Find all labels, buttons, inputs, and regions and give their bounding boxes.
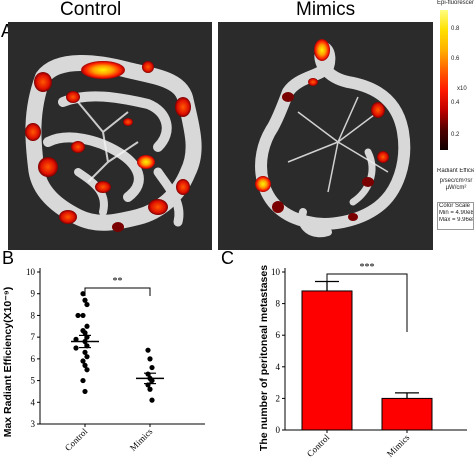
colorbar-tick-3: 0.4 bbox=[451, 100, 460, 106]
chart-b-point-1-5 bbox=[149, 377, 155, 384]
panel-b-letter: B bbox=[2, 248, 15, 268]
colorbar-unit-label: Radiant Efficiency bbox=[437, 168, 474, 174]
control-title: Control bbox=[60, 0, 122, 20]
chart-c-bar-1 bbox=[381, 397, 433, 431]
colorbar-tick-0: 0.8 bbox=[451, 26, 460, 32]
chart-b-point-0-17 bbox=[84, 367, 90, 373]
chart-b-ytick-label-2: 5 bbox=[31, 376, 36, 386]
scatter-chart-b: Max Radiant Efficiency(X10⁻⁹) 345678910 … bbox=[2, 267, 205, 453]
chart-b-point-1-1 bbox=[147, 356, 153, 362]
chart-c-ytick-label-0: 0 bbox=[276, 425, 281, 435]
mimics-title: Mimics bbox=[296, 0, 356, 20]
chart-b-point-1-7 bbox=[147, 386, 153, 392]
colorbar-title: Epi-fluorescence bbox=[437, 0, 474, 6]
panel-c-letter: C bbox=[221, 248, 234, 268]
chart-c-ytick-label-2: 4 bbox=[276, 362, 281, 372]
chart-b-point-0-4 bbox=[75, 312, 81, 319]
colorbar-tick-1: 0.6 bbox=[451, 56, 460, 62]
chart-b-sig-label: ** bbox=[113, 276, 123, 287]
mimics-hotspots bbox=[255, 39, 389, 221]
mimics-fluorescence-image bbox=[218, 22, 433, 250]
chart-c-ytick-label-4: 8 bbox=[276, 299, 281, 309]
chart-c-ylabel: The number of peritoneal metastases bbox=[258, 265, 270, 451]
chart-b-point-0-16 bbox=[82, 362, 88, 368]
chart-b-point-0-0 bbox=[80, 291, 86, 297]
chart-c-sig-label: *** bbox=[360, 262, 375, 273]
chart-b-ytick-label-4: 7 bbox=[31, 332, 36, 342]
chart-b-point-0-18 bbox=[80, 377, 86, 384]
colorbar-gradient bbox=[440, 10, 448, 150]
chart-b-ytick-label-1: 4 bbox=[31, 397, 36, 407]
chart-b-point-0-1 bbox=[82, 297, 88, 303]
colorbar-tick-2: x10 bbox=[457, 86, 467, 92]
chart-b-ytick-label-0: 3 bbox=[31, 419, 36, 429]
chart-b-xtick-label-0: Control bbox=[63, 426, 90, 453]
colorbar-scale-label: Color Scale bbox=[439, 203, 471, 209]
chart-c-bar-0 bbox=[301, 290, 353, 431]
chart-b-point-1-2 bbox=[149, 364, 155, 371]
chart-c-ytick-label-3: 6 bbox=[276, 330, 281, 340]
colorbar-panel: Epi-fluorescence 0.8 0.6 x10 0.4 0.2 Rad… bbox=[437, 0, 474, 250]
chart-b-xtick-label-1: Mimics bbox=[128, 426, 155, 453]
chart-b-point-1-8 bbox=[149, 397, 155, 403]
bar-chart-c: The number of peritoneal metastases 0 2 4 6… bbox=[258, 262, 467, 459]
chart-b-sig-bracket bbox=[84, 287, 151, 296]
control-fluorescence-image bbox=[8, 22, 212, 250]
chart-b-point-0-5 bbox=[84, 323, 90, 329]
chart-b-ytick-label-6: 9 bbox=[31, 289, 36, 299]
colorbar-scale-box: Color Scale Min = 4.90e8 Max = 9.96e8 bbox=[437, 202, 474, 230]
chart-b-ytick-label-3: 6 bbox=[31, 354, 36, 364]
chart-c-xtick-label-1: Mimics bbox=[385, 432, 412, 459]
chart-b-point-0-14 bbox=[84, 354, 90, 360]
chart-b-point-0-15 bbox=[80, 358, 86, 364]
colorbar-tick-4: 0.2 bbox=[451, 132, 460, 138]
chart-b-ytick-label-5: 8 bbox=[31, 310, 36, 320]
chart-c-ytick-label-5: 10 bbox=[271, 267, 281, 277]
colorbar-max-label: Max = 9.96e8 bbox=[439, 217, 473, 223]
chart-b-ylabel: Max Radiant Efficiency(X10⁻⁹) bbox=[2, 287, 14, 438]
chart-b-point-0-7 bbox=[82, 330, 88, 336]
chart-b-point-0-2 bbox=[84, 301, 90, 308]
chart-b-point-0-12 bbox=[73, 345, 79, 351]
control-hotspots bbox=[25, 61, 191, 232]
chart-c-sig-bracket bbox=[326, 273, 408, 332]
colorbar-min-label: Min = 4.90e8 bbox=[439, 210, 473, 216]
chart-b-point-0-13 bbox=[82, 349, 88, 355]
chart-c-xtick-label-0: Control bbox=[305, 432, 332, 459]
chart-b-point-0-3 bbox=[80, 312, 86, 319]
chart-b-point-1-0 bbox=[145, 347, 151, 353]
chart-b-ytick-label-7: 10 bbox=[26, 267, 36, 277]
chart-c-ytick-label-1: 2 bbox=[276, 393, 281, 403]
colorbar-unit-sub: p/sec/cm²/sr µW/cm² bbox=[439, 178, 473, 191]
chart-b-point-0-19 bbox=[82, 388, 88, 395]
chart-b-point-0-9 bbox=[73, 336, 79, 342]
